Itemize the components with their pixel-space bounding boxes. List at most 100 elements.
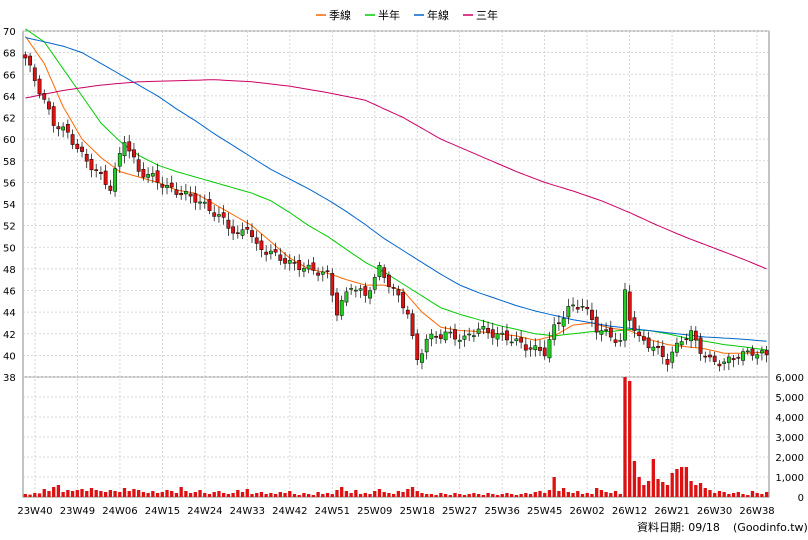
x-tick-0: 23W40	[17, 506, 52, 517]
candle-body-52	[268, 250, 273, 255]
volume-bar-125	[613, 491, 618, 497]
footer-source: (Goodinfo.tw)	[733, 521, 808, 534]
volume-bar-136	[665, 485, 670, 497]
candle-body-76	[382, 267, 387, 278]
candle-body-31	[169, 182, 174, 188]
volume-bar-122	[599, 490, 604, 497]
x-tick-7: 24W51	[315, 506, 350, 517]
candle-body-105	[519, 337, 524, 343]
volume-tick-6: 6,000	[775, 373, 804, 384]
candle-body-50	[259, 240, 264, 250]
volume-bar-142	[694, 485, 698, 497]
volume-bar-65	[330, 494, 334, 497]
candle-body-141	[689, 330, 693, 342]
volume-bar-157	[764, 492, 769, 497]
price-tick-2: 42	[3, 330, 16, 341]
candle-body-14	[89, 159, 94, 171]
volume-bar-83	[415, 491, 419, 497]
candle-body-63	[320, 271, 325, 275]
volume-bar-85	[425, 494, 429, 497]
candle-body-150	[731, 358, 736, 361]
x-tick-10: 25W27	[442, 506, 477, 517]
volume-bar-99	[491, 494, 495, 497]
volume-bar-1	[28, 494, 32, 497]
volume-bar-2	[33, 493, 37, 497]
candle-body-11	[75, 143, 80, 149]
candle-body-13	[84, 154, 89, 162]
price-tick-1: 40	[3, 351, 16, 362]
x-tick-14: 26W12	[612, 506, 647, 517]
candle-body-121	[594, 316, 599, 333]
volume-bar-55	[283, 493, 287, 497]
volume-bar-148	[722, 492, 726, 497]
candle-body-39	[207, 199, 212, 211]
volume-bar-87	[434, 495, 438, 497]
x-tick-4: 24W24	[187, 506, 222, 517]
candle-body-130	[637, 331, 642, 337]
candle-body-137	[670, 351, 675, 363]
candle-body-33	[179, 193, 184, 196]
volume-bar-46	[240, 492, 245, 497]
price-tick-7: 52	[3, 222, 16, 233]
volume-bar-40	[212, 492, 216, 497]
volume-bar-118	[580, 494, 585, 497]
candle-body-138	[675, 342, 679, 353]
candle-body-94	[467, 333, 472, 336]
candle-body-131	[641, 336, 646, 341]
volume-bar-95	[472, 493, 476, 497]
candle-body-32	[174, 189, 179, 195]
candle-body-12	[80, 146, 84, 152]
candle-body-71	[358, 288, 363, 291]
candle-body-142	[693, 330, 698, 341]
volume-bar-17	[103, 492, 108, 497]
candle-body-118	[580, 305, 585, 308]
price-tick-9: 56	[3, 178, 16, 189]
candle-body-55	[283, 258, 287, 264]
volume-tick-2: 2,000	[775, 453, 804, 464]
candle-body-91	[453, 329, 457, 340]
candle-body-156	[760, 350, 764, 354]
candle-body-78	[391, 287, 396, 289]
candle-body-72	[363, 286, 368, 296]
candle-body-81	[405, 309, 410, 315]
candle-body-28	[155, 170, 160, 183]
volume-bar-144	[703, 488, 707, 497]
candle-body-103	[509, 341, 514, 344]
candle-body-99	[490, 329, 495, 338]
volume-bar-112	[552, 477, 556, 497]
candle-body-97	[481, 326, 486, 330]
candle-body-16	[99, 172, 103, 174]
x-tick-15: 26W21	[654, 506, 689, 517]
volume-bar-62	[316, 492, 320, 497]
volume-bar-101	[500, 494, 504, 497]
x-tick-6: 24W42	[272, 506, 307, 517]
candle-body-104	[514, 338, 519, 342]
candlesticks	[23, 51, 769, 372]
candle-body-134	[656, 345, 660, 348]
volume-bar-79	[396, 491, 401, 497]
volume-bar-24	[137, 490, 141, 497]
candle-body-62	[316, 272, 320, 276]
volume-bar-53	[273, 494, 278, 497]
candle-body-102	[505, 330, 509, 341]
volume-tick-5: 5,000	[775, 393, 804, 404]
price-tick-5: 48	[3, 265, 16, 276]
candle-body-108	[533, 345, 538, 351]
candle-body-7	[56, 126, 61, 130]
volume-bar-72	[363, 493, 367, 497]
volume-bar-104	[514, 495, 519, 497]
volume-bar-135	[661, 482, 665, 497]
candle-body-24	[136, 159, 141, 172]
volume-bar-102	[505, 493, 509, 497]
volume-bar-32	[174, 493, 179, 497]
volume-bar-147	[717, 491, 722, 497]
price-tick-13: 64	[3, 92, 16, 103]
candle-body-111	[547, 339, 552, 359]
candle-body-49	[254, 237, 259, 244]
volume-bar-121	[595, 488, 599, 497]
legend-label-0: 季線	[329, 8, 351, 22]
volume-bar-58	[297, 495, 301, 497]
volume-bar-29	[160, 492, 164, 497]
volume-bar-152	[741, 494, 745, 497]
volume-tick-0: 0	[798, 493, 804, 504]
